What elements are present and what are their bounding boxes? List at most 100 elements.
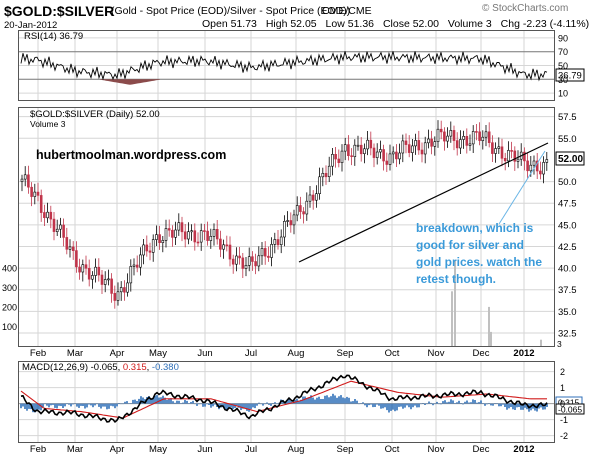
candle-body [151,239,155,253]
candle-body [119,287,123,293]
macd-x-label: Feb [30,444,46,455]
volume-tick-label: 300 [2,283,17,293]
chart-symbol: $GOLD:$SILVER [4,3,115,19]
macd-histogram-bar [516,403,518,408]
macd-histogram-bar [430,402,432,404]
price-x-label: Mar [67,348,83,359]
macd-histogram-bar [108,403,110,409]
volume-tick-label: 400 [2,263,17,273]
candle-body [187,231,190,240]
macd-histogram-bar [98,403,100,407]
macd-histogram-bar [34,403,36,413]
macd-histogram-bar [440,403,442,405]
macd-histogram-bar [330,396,332,404]
macd-histogram-bar [22,403,24,407]
macd-histogram-bar [322,399,324,404]
candle-body [318,176,321,195]
candle-body [356,144,360,147]
price-tag-box [555,151,585,166]
support-trendline [298,142,549,263]
macd-histogram-bar [502,403,504,405]
candle-body [299,205,302,212]
price-tick-label: 40.0 [558,264,577,275]
macd-signal-line [20,380,547,419]
candle-body [107,278,110,281]
macd-histogram-bar [426,403,428,405]
candle-body [81,264,85,273]
macd-histogram-bar [340,395,342,404]
candle-body [369,139,373,149]
candle-body [196,241,200,244]
candle-body [449,130,453,137]
candle-body [52,218,56,232]
candle-body [171,229,174,238]
macd-histogram-bar [458,400,460,404]
rsi-tick-label: 30 [558,75,568,85]
macd-histogram-bar [62,403,64,408]
volume-tick-label: 200 [2,302,17,312]
candle-body [494,148,497,154]
macd-histogram-bar [76,403,78,407]
candle-body [385,160,389,165]
macd-histogram-bar [92,403,94,408]
macd-histogram-bar [174,402,176,404]
candle-body [161,240,165,243]
candle-body [132,264,136,267]
candle-body [174,229,177,238]
macd-histogram-bar [86,403,88,408]
macd-histogram-bar [508,403,510,409]
macd-histogram-bar [134,399,136,404]
macd-histogram-bar [452,400,454,404]
high-value: 52.05 [290,18,317,30]
rsi-current-box [555,68,585,82]
macd-histogram-bar [422,403,424,404]
macd-histogram-bar [382,403,384,409]
candle-body [532,160,536,166]
candle-body [276,239,280,246]
candle-body [343,144,347,152]
macd-histogram-bar [28,403,30,409]
macd-histogram-bar [496,403,498,404]
macd-histogram-bar [118,403,120,404]
volume-legend: Volume 3 [30,119,66,129]
macd-histogram-bar [110,403,112,406]
candle-body [283,221,286,238]
candle-body [97,266,101,276]
candle-body [302,211,305,215]
macd-legend-hist: -0.380 [152,362,179,373]
macd-x-label: Oct [385,444,400,455]
macd-histogram-bar [414,403,416,406]
macd-histogram-bar [286,400,288,404]
macd-histogram-bar [170,398,172,404]
macd-histogram-bar [450,399,452,404]
candle-body [439,128,443,133]
macd-histogram-bar [74,403,76,404]
price-x-label: 2012 [513,348,534,359]
macd-histogram-bar [342,397,344,404]
price-x-label: Jul [245,348,257,359]
macd-histogram-bar [152,398,154,404]
macd-histogram-bar [538,403,540,409]
macd-histogram-bar [518,403,520,407]
candle-body [75,250,78,268]
macd-histogram-bar [424,403,426,405]
macd-x-label: 2012 [513,444,534,455]
macd-histogram-bar [150,398,152,404]
macd-histogram-bar [306,398,308,404]
macd-histogram-bar [436,401,438,404]
macd-x-label: Jul [245,444,257,455]
candle-body [452,130,456,141]
annotation-text: breakdown, which is good for silver and … [416,221,542,286]
candle-body [487,131,491,144]
macd-histogram-bar [40,403,42,411]
candle-body [123,287,126,293]
macd-histogram-bar [248,403,250,412]
macd-histogram-bar [324,395,326,404]
candle-body [113,292,117,301]
candle-body [503,158,507,162]
macd-histogram-bar [446,402,448,404]
rsi-tick-label: 90 [558,33,568,43]
macd-x-label: Apr [110,444,125,455]
macd-histogram-bar [522,403,524,410]
macd-histogram-bar [276,403,278,405]
